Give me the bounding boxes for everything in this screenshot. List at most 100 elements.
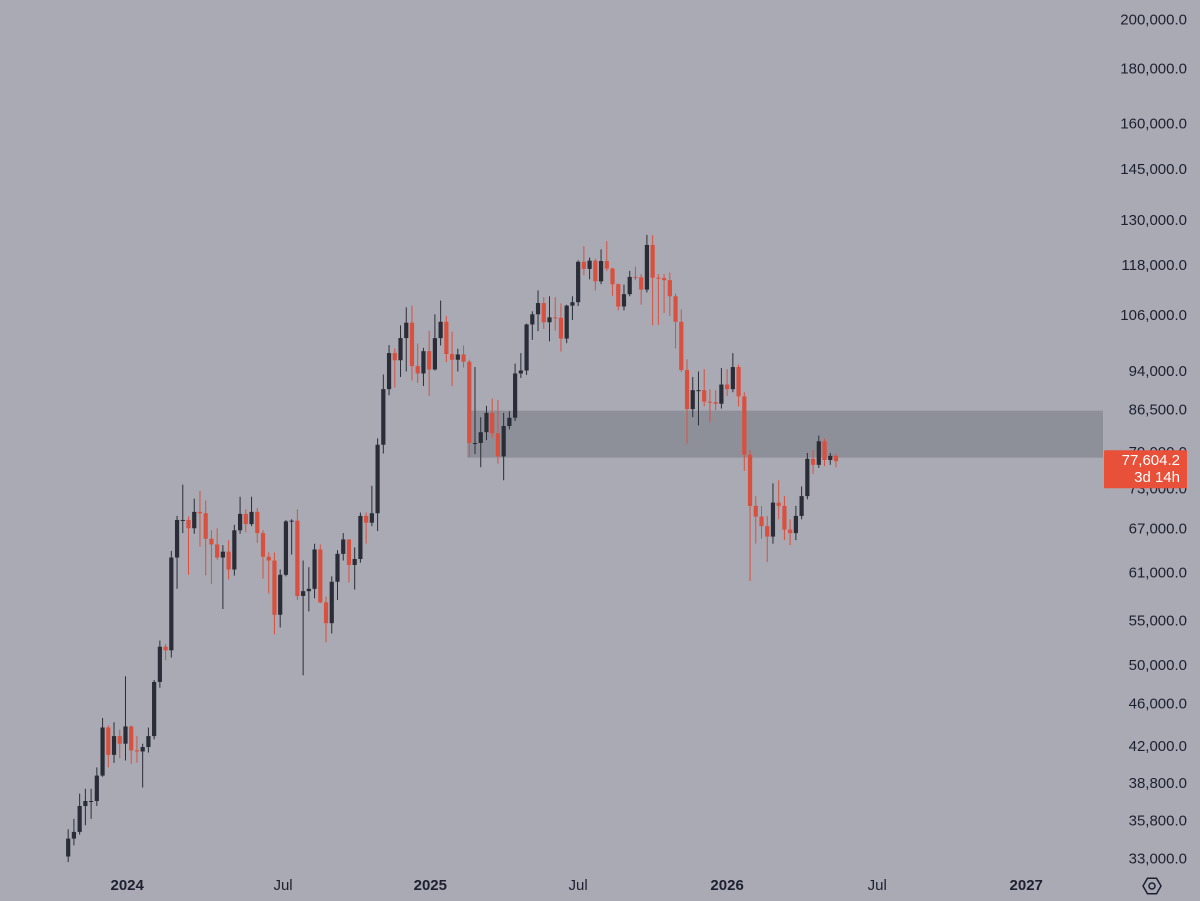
candle-body <box>833 455 839 462</box>
candle-body <box>295 520 300 596</box>
candle-body <box>77 806 82 832</box>
candle-body <box>513 373 518 418</box>
candle-body <box>455 354 460 360</box>
candle-body <box>553 317 558 319</box>
candle-body <box>352 559 357 565</box>
candle-body <box>358 515 363 560</box>
candle-body <box>507 417 512 427</box>
candle-body <box>495 433 501 457</box>
candle-body <box>197 511 203 514</box>
candle-body <box>306 588 311 592</box>
x-tick-label: Jul <box>569 877 588 894</box>
candle-body <box>249 511 254 525</box>
candle-body <box>404 322 409 339</box>
plot-area <box>66 234 1103 863</box>
candle-body <box>174 519 180 558</box>
candle-body <box>266 556 271 561</box>
candle-body <box>301 591 306 596</box>
y-tick-label: 145,000.0 <box>1120 161 1187 178</box>
candle-body <box>381 389 386 445</box>
candle-body <box>226 551 231 570</box>
candle-body <box>146 736 151 748</box>
candle-body <box>805 458 810 497</box>
candle-body <box>398 338 403 361</box>
candle-body <box>449 354 455 360</box>
candle-body <box>742 396 747 455</box>
candle-body <box>604 261 609 269</box>
candle-body <box>278 574 283 615</box>
y-tick-label: 35,800.0 <box>1129 812 1187 829</box>
price-tag <box>1104 450 1187 489</box>
candle-body <box>461 354 466 362</box>
candle-body <box>89 801 94 803</box>
candle-body <box>323 602 329 624</box>
candle-body <box>232 530 237 570</box>
candle-body <box>432 338 437 370</box>
candle-body <box>530 314 535 325</box>
candle-body <box>570 302 575 306</box>
candle-body <box>220 551 225 558</box>
candle-body <box>707 401 713 403</box>
candle-body <box>639 277 644 290</box>
candle-body <box>386 353 392 390</box>
candle-body <box>587 260 592 269</box>
candle-body <box>364 515 369 523</box>
y-tick-label: 160,000.0 <box>1120 115 1187 132</box>
candle-body <box>157 646 162 682</box>
candle-body <box>272 560 277 615</box>
candle-body <box>123 726 128 744</box>
candle-body <box>627 276 632 295</box>
y-tick-label: 180,000.0 <box>1120 61 1187 78</box>
candle-body <box>736 367 741 397</box>
candle-body <box>140 747 145 752</box>
candle-body <box>610 268 615 285</box>
candle-body <box>260 533 266 557</box>
candle-body <box>535 303 541 315</box>
y-tick-label: 33,000.0 <box>1129 850 1187 867</box>
candle-body <box>616 284 621 307</box>
y-tick-label: 42,000.0 <box>1129 738 1187 755</box>
candle-body <box>467 361 472 443</box>
candle-body <box>83 801 88 807</box>
x-tick-label: 2025 <box>414 877 447 894</box>
candle-body <box>765 526 770 537</box>
candle-body <box>289 520 294 522</box>
y-tick-label: 61,000.0 <box>1129 564 1187 581</box>
candle-body <box>169 557 174 651</box>
y-tick-label: 67,000.0 <box>1129 521 1187 538</box>
candle-body <box>409 322 415 367</box>
candle-body <box>129 726 134 751</box>
candle-body <box>822 441 827 461</box>
candle-body <box>66 838 71 857</box>
candle-body <box>633 276 638 278</box>
price-tag-countdown: 3d 14h <box>1134 469 1180 486</box>
candle-body <box>661 278 667 281</box>
candle-body <box>152 681 157 737</box>
candle-body <box>209 538 214 545</box>
candle-body <box>690 390 695 410</box>
candle-body <box>788 529 793 534</box>
candle-body <box>547 317 552 323</box>
candle-body <box>793 515 798 534</box>
candle-body <box>810 458 816 465</box>
y-tick-label: 118,000.0 <box>1121 257 1187 274</box>
candle-body <box>203 513 208 539</box>
candle-body <box>816 441 821 465</box>
candle-body <box>581 261 586 269</box>
candle-body <box>776 502 781 506</box>
candle-body <box>192 511 197 529</box>
candle-body <box>415 366 420 374</box>
y-tick-label: 50,000.0 <box>1129 657 1187 674</box>
candle-body <box>564 305 569 339</box>
candle-body <box>106 727 111 755</box>
settings-hexagon <box>1142 877 1162 895</box>
candle-body <box>684 370 690 410</box>
candle-body <box>541 303 546 323</box>
settings-icon[interactable] <box>1142 877 1162 895</box>
x-tick-label: 2027 <box>1010 877 1043 894</box>
candle-body <box>770 502 776 537</box>
candle-body <box>369 513 374 523</box>
candle-body <box>747 454 753 506</box>
